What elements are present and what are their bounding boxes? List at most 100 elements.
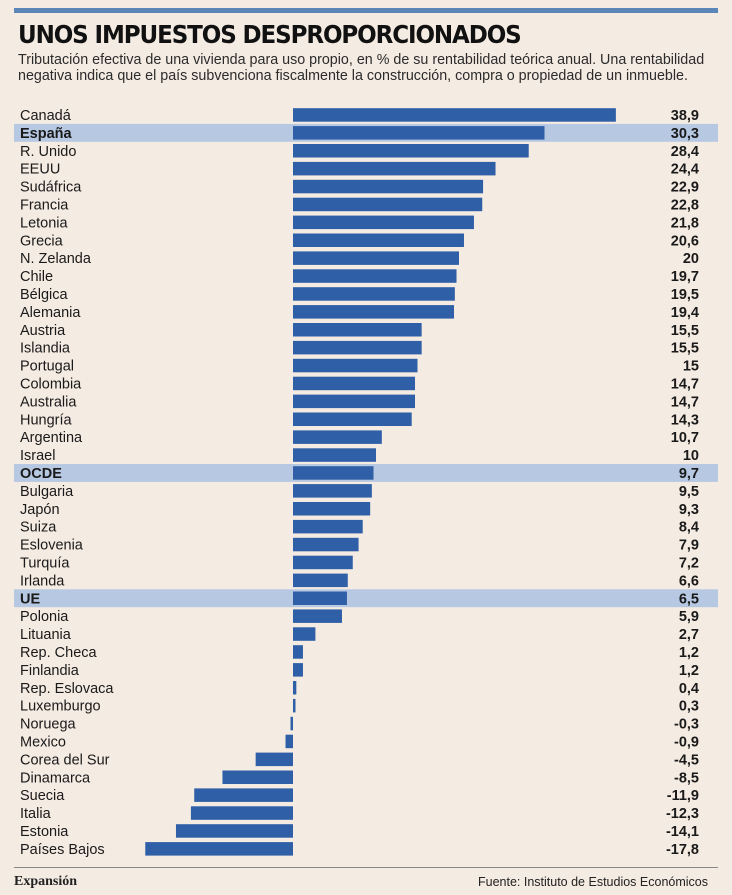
category-label: Francia — [20, 197, 69, 213]
category-label: R. Unido — [20, 144, 76, 160]
category-label: Austria — [20, 323, 66, 339]
value-label: 38,9 — [671, 108, 699, 124]
value-label: 19,7 — [671, 269, 699, 285]
value-label: -8,5 — [674, 770, 699, 786]
value-label: 19,4 — [671, 305, 699, 321]
bar — [293, 448, 376, 462]
bar — [293, 609, 342, 623]
bar — [293, 126, 545, 140]
category-label: Hungría — [20, 412, 73, 428]
category-label: Irlanda — [20, 573, 65, 589]
bar — [293, 233, 464, 247]
bar — [293, 466, 374, 480]
category-label: España — [20, 126, 73, 142]
category-label: Turquía — [20, 555, 70, 571]
bar — [293, 161, 496, 176]
bar — [190, 806, 293, 820]
bar — [293, 179, 484, 194]
category-label: Mexico — [20, 734, 66, 750]
value-label: -0,9 — [674, 734, 699, 750]
bar — [293, 340, 422, 355]
category-label: OCDE — [20, 466, 62, 482]
bar — [293, 681, 297, 695]
value-label: 9,5 — [679, 484, 699, 500]
value-label: -17,8 — [666, 842, 699, 858]
highlight-row — [14, 589, 718, 608]
category-label: Grecia — [20, 233, 64, 249]
bar — [293, 197, 483, 212]
value-label: 14,7 — [671, 376, 699, 392]
bar — [293, 591, 347, 605]
category-label: Polonia — [20, 609, 69, 625]
value-label: 7,2 — [679, 555, 699, 571]
category-label: Portugal — [20, 359, 74, 375]
value-label: 9,7 — [679, 466, 699, 482]
bar — [285, 734, 293, 749]
bar — [293, 144, 529, 158]
value-label: -12,3 — [666, 806, 699, 822]
bar — [293, 251, 459, 265]
bar — [255, 752, 293, 767]
value-label: 22,8 — [671, 197, 699, 213]
category-label: Lituania — [20, 627, 72, 643]
bar — [293, 519, 363, 534]
value-label: 14,3 — [671, 412, 699, 428]
bar — [293, 358, 418, 373]
value-label: 10,7 — [671, 430, 699, 446]
bar — [175, 824, 293, 838]
value-label: 28,4 — [671, 144, 699, 160]
bar — [293, 269, 457, 283]
category-label: Países Bajos — [20, 842, 105, 858]
value-label: 15,5 — [671, 323, 699, 339]
bar — [293, 412, 412, 426]
category-label: Suecia — [20, 788, 65, 804]
brand-logo: Expansión — [14, 874, 78, 889]
value-label: -11,9 — [667, 788, 699, 804]
bar — [293, 573, 348, 588]
value-label: -4,5 — [674, 752, 699, 768]
value-label: 6,5 — [679, 591, 699, 607]
category-label: Japón — [20, 502, 60, 518]
value-label: 24,4 — [671, 162, 699, 178]
value-label: 1,2 — [679, 645, 699, 661]
bar — [293, 663, 303, 677]
category-label: Suiza — [20, 520, 57, 536]
value-label: 0,3 — [679, 699, 699, 715]
bar — [293, 537, 359, 552]
bar — [222, 770, 293, 784]
category-label: Finlandia — [20, 663, 80, 679]
value-label: 15 — [683, 359, 699, 375]
category-label: Estonia — [20, 824, 69, 840]
category-label: Chile — [20, 269, 53, 285]
value-label: 10 — [683, 448, 699, 464]
value-label: 14,7 — [671, 394, 699, 410]
value-label: 8,4 — [679, 520, 699, 536]
value-label: 20 — [683, 251, 699, 267]
value-label: 9,3 — [679, 502, 699, 518]
bar — [293, 394, 416, 409]
category-label: Canadá — [20, 108, 72, 124]
category-label: Letonia — [20, 215, 69, 231]
category-label: Eslovenia — [20, 538, 84, 554]
category-label: Bulgaria — [20, 484, 74, 500]
value-label: 6,6 — [679, 573, 699, 589]
bar — [293, 323, 422, 337]
value-label: 0,4 — [679, 681, 699, 697]
value-label: -0,3 — [674, 717, 699, 733]
bar — [293, 287, 455, 301]
category-label: Italia — [20, 806, 52, 822]
bar — [293, 484, 372, 498]
category-label: UE — [20, 591, 40, 607]
source-note: Fuente: Instituto de Estudios Económicos — [478, 875, 708, 889]
chart-subtitle: Tributación efectiva de una vivienda par… — [18, 52, 705, 84]
category-label: Noruega — [20, 717, 77, 733]
category-label: Australia — [20, 394, 77, 410]
value-label: 21,8 — [671, 215, 699, 231]
bar — [293, 376, 416, 391]
category-label: Rep. Checa — [20, 645, 98, 661]
value-label: -14,1 — [666, 824, 699, 840]
value-label: 19,5 — [671, 287, 699, 303]
bar — [293, 645, 303, 659]
top-rule — [14, 8, 718, 13]
